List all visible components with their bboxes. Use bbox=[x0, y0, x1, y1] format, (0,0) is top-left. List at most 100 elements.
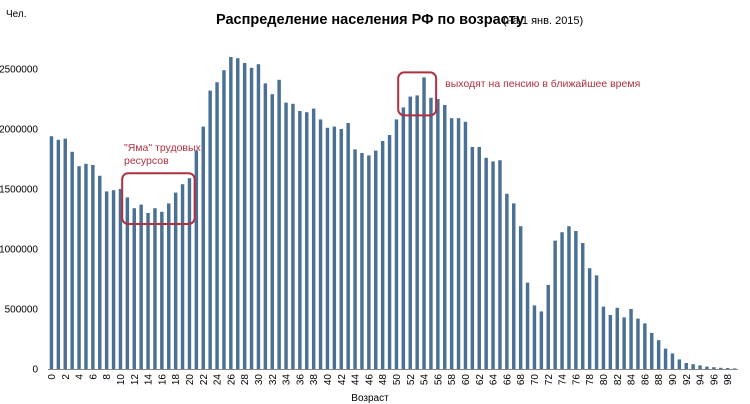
x-tick-label: 96 bbox=[709, 374, 720, 386]
bar-age-88 bbox=[656, 340, 661, 369]
bar-age-69 bbox=[525, 282, 530, 369]
bar-age-14 bbox=[146, 213, 150, 369]
x-tick-label: 58 bbox=[447, 374, 458, 386]
x-tick-label: 94 bbox=[696, 374, 707, 386]
bar-age-83 bbox=[622, 317, 626, 369]
bar-age-55 bbox=[429, 97, 433, 370]
bar-age-78 bbox=[587, 268, 592, 369]
bar-age-8 bbox=[104, 191, 109, 369]
x-tick-label: 48 bbox=[378, 374, 389, 386]
bar-age-93 bbox=[691, 364, 695, 369]
bar-age-10 bbox=[118, 189, 123, 369]
bar-age-22 bbox=[201, 126, 205, 369]
bars bbox=[49, 57, 737, 370]
annotation-label: выходят на пенсию в ближайшее время bbox=[445, 78, 640, 90]
x-tick-label: 98 bbox=[723, 374, 734, 386]
bar-age-19 bbox=[180, 184, 185, 369]
x-tick-label: 0 bbox=[47, 374, 58, 380]
x-tick-label: 18 bbox=[171, 374, 182, 386]
annotation-box bbox=[397, 71, 438, 117]
bar-age-72 bbox=[546, 285, 550, 369]
bar-age-75 bbox=[567, 226, 571, 369]
bar-age-68 bbox=[518, 226, 523, 369]
bar-age-5 bbox=[84, 163, 88, 369]
annotation-label-line1: "Яма" трудовых bbox=[124, 142, 202, 154]
x-tick-label: 68 bbox=[516, 374, 527, 386]
bar-age-73 bbox=[553, 240, 557, 369]
bar-age-23 bbox=[208, 90, 212, 369]
bar-age-47 bbox=[374, 150, 378, 369]
bar-age-90 bbox=[670, 353, 675, 369]
bar-age-60 bbox=[463, 121, 468, 369]
bar-age-56 bbox=[436, 99, 440, 369]
bar-age-79 bbox=[594, 275, 599, 369]
x-tick-label: 44 bbox=[351, 374, 362, 386]
bar-age-71 bbox=[539, 311, 544, 369]
bar-age-95 bbox=[705, 366, 709, 369]
bar-age-27 bbox=[236, 58, 240, 369]
bar-age-81 bbox=[608, 315, 613, 369]
bar-age-25 bbox=[222, 70, 226, 369]
bar-age-17 bbox=[167, 203, 171, 369]
bar-age-98 bbox=[725, 368, 730, 369]
bar-age-31 bbox=[263, 83, 268, 370]
bar-age-7 bbox=[98, 175, 102, 369]
x-tick-label: 14 bbox=[144, 374, 155, 386]
x-tick-label: 28 bbox=[240, 374, 251, 386]
bar-age-49 bbox=[387, 135, 392, 369]
x-tick-label: 6 bbox=[88, 374, 99, 380]
x-tick-label: 40 bbox=[323, 374, 334, 386]
bar-age-37 bbox=[305, 112, 309, 369]
bar-age-63 bbox=[484, 157, 488, 369]
bar-age-28 bbox=[242, 63, 247, 369]
bar-age-21 bbox=[194, 150, 199, 369]
x-tick-label: 80 bbox=[599, 374, 610, 386]
x-tick-label: 26 bbox=[226, 374, 237, 386]
x-tick-label: 32 bbox=[268, 374, 279, 386]
chart-subtitle: (на 1 янв. 2015) bbox=[503, 15, 583, 27]
bar-age-57 bbox=[443, 105, 447, 369]
x-tick-label: 52 bbox=[406, 374, 417, 386]
bar-age-77 bbox=[581, 243, 585, 369]
y-tick-label: 2000000 bbox=[0, 125, 38, 136]
bar-age-18 bbox=[173, 192, 178, 369]
x-tick-label: 42 bbox=[337, 374, 348, 386]
x-tick-label: 46 bbox=[364, 374, 375, 386]
bar-age-36 bbox=[298, 111, 302, 369]
bar-age-91 bbox=[677, 359, 682, 369]
bar-age-6 bbox=[91, 165, 95, 369]
bar-age-86 bbox=[643, 323, 647, 369]
x-tick-label: 72 bbox=[544, 374, 555, 386]
bar-age-11 bbox=[125, 197, 130, 369]
x-tick-label: 62 bbox=[475, 374, 486, 386]
bar-age-87 bbox=[650, 333, 654, 369]
x-tick-label: 50 bbox=[392, 374, 403, 386]
bar-age-9 bbox=[111, 190, 116, 369]
x-tick-label: 2 bbox=[61, 374, 72, 380]
x-tick-label: 82 bbox=[613, 374, 624, 386]
bar-age-80 bbox=[601, 306, 606, 369]
bar-age-92 bbox=[684, 363, 688, 369]
bar-age-43 bbox=[346, 123, 350, 369]
bar-age-53 bbox=[415, 95, 419, 370]
x-tick-label: 70 bbox=[530, 374, 541, 386]
bar-age-99 bbox=[732, 368, 737, 369]
bar-age-12 bbox=[132, 208, 136, 369]
bar-age-1 bbox=[56, 139, 61, 369]
x-tick-label: 76 bbox=[571, 374, 582, 386]
bar-age-41 bbox=[332, 126, 337, 369]
y-tick-label: 1500000 bbox=[0, 185, 38, 196]
bar-age-29 bbox=[249, 67, 254, 370]
bar-age-34 bbox=[284, 102, 288, 369]
bar-age-30 bbox=[256, 64, 261, 369]
bar-age-54 bbox=[422, 77, 426, 370]
bar-age-76 bbox=[574, 231, 578, 369]
x-tick-label: 66 bbox=[502, 374, 513, 386]
x-tick-labels: 0 2 4 6 8 10 12 14 16 18 20 22 24 26 28 30 32 34 36 38 40 42 4… bbox=[47, 374, 734, 386]
bar-age-44 bbox=[353, 149, 357, 369]
bar-age-0 bbox=[49, 136, 54, 369]
x-tick-label: 64 bbox=[489, 374, 500, 386]
x-tick-label: 8 bbox=[102, 374, 113, 380]
bar-age-24 bbox=[215, 82, 219, 369]
